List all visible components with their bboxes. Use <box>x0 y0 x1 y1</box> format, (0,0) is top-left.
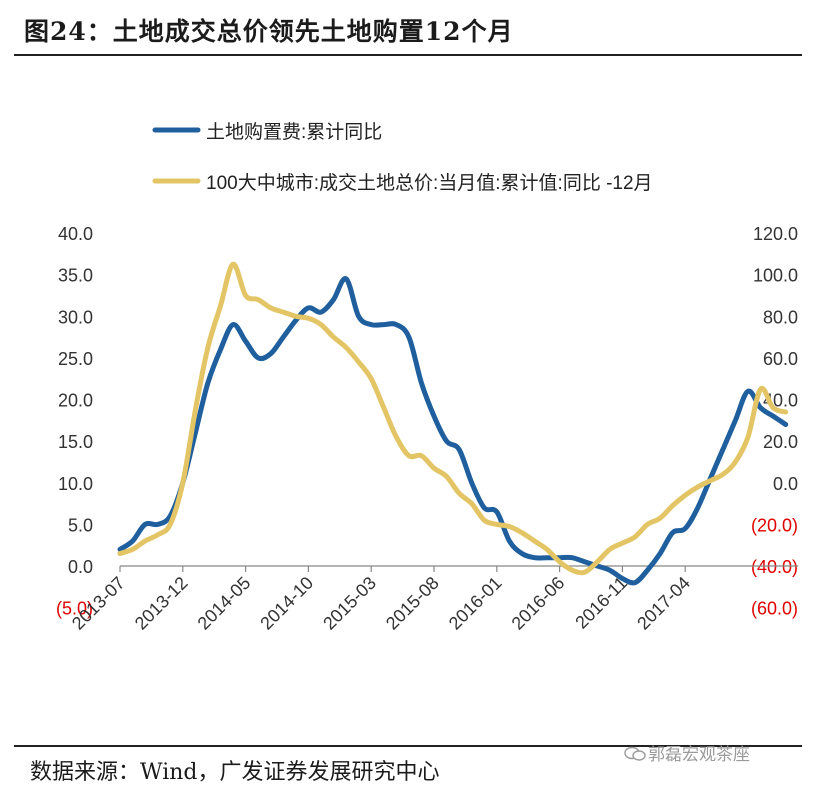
x-tick-label: 2014-10 <box>256 573 317 634</box>
y-left-tick-label: 40.0 <box>58 224 93 244</box>
y-right-tick-label: 120.0 <box>753 224 798 244</box>
x-tick-label: 2013-12 <box>131 573 192 634</box>
series-line-land-purchase <box>117 276 789 586</box>
chart-plot-area <box>117 261 789 586</box>
x-tick-label: 2016-01 <box>445 573 506 634</box>
y-left-tick-label: 35.0 <box>58 266 93 286</box>
watermark: 郭磊宏观茶座 <box>624 740 750 765</box>
x-tick-label: 2015-08 <box>382 573 443 634</box>
chart-axes: 40.0 35.0 30.0 25.0 20.0 15.0 10.0 5.0 0.0 (5.0) 1… <box>56 224 799 634</box>
y-left-tick-label: 25.0 <box>58 349 93 369</box>
chart-legend: 土地购置费:累计同比 100大中城市:成交土地总价:当月值:累计值:同比 -12… <box>152 121 653 194</box>
x-tick-label: 2014-05 <box>194 573 255 634</box>
y-right-tick-label: 60.0 <box>763 349 798 369</box>
y-left-tick-label: 5.0 <box>68 515 93 535</box>
y-right-tick-label: (20.0) <box>751 515 798 535</box>
legend-label-land-purchase: 土地购置费:累计同比 <box>206 121 382 143</box>
x-tick-label: 2016-11 <box>571 573 631 633</box>
footer-divider <box>14 745 802 747</box>
y-right-tick-label: (60.0) <box>751 599 798 619</box>
y-left-tick-label: 15.0 <box>58 432 93 452</box>
data-source-note: 数据来源：Wind，广发证券发展研究中心 <box>30 760 440 785</box>
watermark-text: 郭磊宏观茶座 <box>648 745 750 765</box>
x-tick-label: 2016-06 <box>508 573 569 634</box>
line-chart: 土地购置费:累计同比 100大中城市:成交土地总价:当月值:累计值:同比 -12… <box>56 121 799 634</box>
y-right-tick-label: 80.0 <box>763 307 798 327</box>
wechat-icon <box>624 746 646 761</box>
y-left-tick-label: 10.0 <box>58 474 93 494</box>
series-line-land-transaction <box>117 261 789 576</box>
page-title: 图24：土地成交总价领先土地购置12个月 <box>24 17 514 46</box>
y-right-tick-label: (40.0) <box>751 557 798 577</box>
y-right-tick-label: 0.0 <box>773 474 798 494</box>
legend-label-land-transaction: 100大中城市:成交土地总价:当月值:累计值:同比 -12月 <box>206 172 653 194</box>
y-left-tick-label: 0.0 <box>68 557 93 577</box>
y-left-tick-label: 30.0 <box>58 307 93 327</box>
y-left-tick-label: 20.0 <box>58 391 93 411</box>
x-tick-label: 2017-04 <box>633 573 694 634</box>
y-right-tick-label: 100.0 <box>753 266 798 286</box>
x-tick-label: 2015-03 <box>319 573 380 634</box>
y-left-tick-label: (5.0) <box>56 599 93 619</box>
title-divider <box>14 54 802 56</box>
y-right-tick-label: 20.0 <box>763 432 798 452</box>
